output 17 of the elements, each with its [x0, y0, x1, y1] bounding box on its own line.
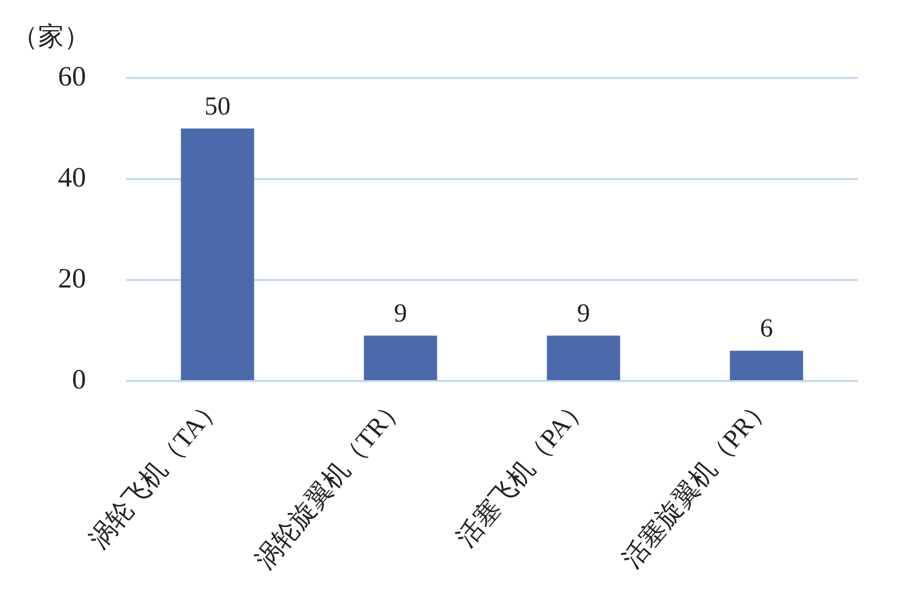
data-label: 6	[760, 314, 773, 343]
bar	[546, 336, 620, 380]
bar	[180, 128, 254, 380]
x-tick-label: 活塞旋翼机（PR）	[616, 390, 776, 574]
data-label: 50	[204, 91, 230, 120]
bar	[364, 336, 438, 380]
bar	[730, 350, 804, 380]
x-tick-label: 涡轮旋翼机（TR）	[250, 390, 410, 574]
y-tick-label: 40	[58, 162, 86, 194]
y-tick-label: 20	[58, 263, 86, 294]
data-label: 9	[394, 298, 407, 328]
y-axis-title: （家）	[12, 22, 90, 51]
y-tick-label: 0	[72, 364, 86, 396]
x-tick-label: 涡轮飞机（TA）	[84, 390, 228, 554]
y-tick-label: 60	[58, 61, 86, 92]
data-label: 9	[577, 298, 590, 328]
x-tick-label: 活塞飞机（PA）	[451, 390, 594, 552]
